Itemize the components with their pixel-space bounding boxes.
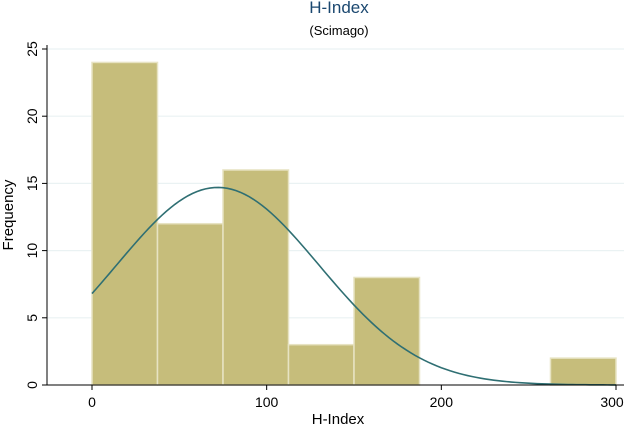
chart-title: H-Index: [309, 0, 369, 17]
histogram-bar-4: [353, 276, 421, 386]
x-axis-label: H-Index: [312, 411, 365, 427]
normal-density-curve: [91, 186, 617, 386]
y-axis-label: Frequency: [0, 179, 17, 250]
histogram-bar-2: [222, 169, 290, 386]
x-tick-label-200: 200: [430, 394, 454, 410]
chart-subtitle: (Scimago): [309, 23, 368, 38]
y-tick-label-0: 0: [24, 381, 40, 389]
x-tick-label-300: 300: [600, 394, 624, 410]
normal-curve-line: [91, 186, 617, 386]
x-tick-label-100: 100: [255, 394, 279, 410]
y-tick-label-5: 5: [24, 314, 40, 322]
y-tick-label-10: 10: [24, 243, 40, 259]
histogram-bar-7: [549, 357, 617, 386]
y-tick-label-20: 20: [24, 108, 40, 124]
y-tick-label-15: 15: [24, 175, 40, 191]
axes: 0 5 10 15 20 25 0 100 200 300: [24, 41, 624, 410]
x-tick-label-0: 0: [88, 394, 96, 410]
y-tick-label-25: 25: [24, 41, 40, 57]
histogram-bar-0: [91, 61, 159, 386]
histogram-bars: [91, 61, 617, 386]
histogram-bar-3: [287, 343, 355, 386]
histogram-bar-1: [156, 222, 224, 386]
